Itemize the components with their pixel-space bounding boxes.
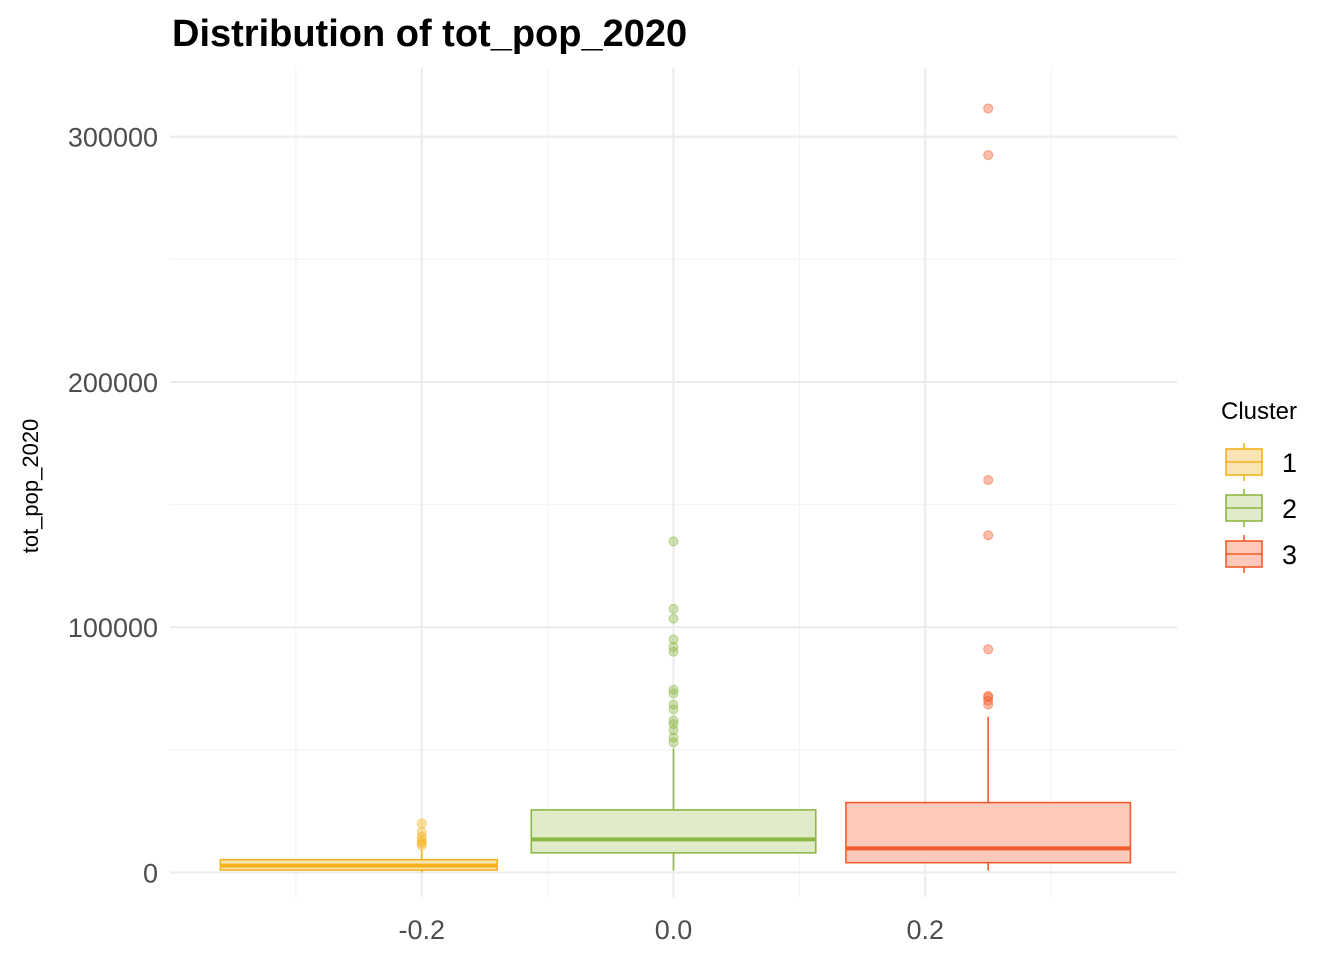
x-tick-label-2: 0.2 — [906, 915, 944, 945]
y-tick-label-3: 300000 — [68, 123, 158, 153]
outlier-point-cluster-2-1 — [668, 732, 679, 743]
outlier-point-cluster-2-8 — [668, 684, 679, 695]
legend-item-cluster-3: 3 — [1225, 535, 1297, 573]
axis-layer: -0.2 0.0 0.2 0 100000 200000 300000 — [68, 123, 944, 945]
y-tick-label-1: 100000 — [68, 613, 158, 643]
outlier-point-cluster-2-11 — [668, 634, 679, 645]
y-axis-title: tot_pop_2020 — [18, 419, 43, 554]
outlier-point-cluster-3-6 — [983, 475, 994, 486]
x-tick-label-1: 0.0 — [655, 915, 693, 945]
legend-label-2: 2 — [1282, 494, 1297, 524]
outlier-point-cluster-2-3 — [668, 719, 679, 730]
legend-title: Cluster — [1221, 398, 1297, 425]
outlier-point-cluster-2-6 — [668, 699, 679, 710]
outlier-point-cluster-2-4 — [668, 715, 679, 726]
chart-title: Distribution of tot_pop_2020 — [172, 13, 687, 55]
legend-items: 1 2 3 — [1225, 443, 1297, 573]
outlier-point-cluster-1-5 — [416, 818, 427, 829]
box-group-cluster-1 — [219, 818, 499, 873]
outlier-point-cluster-2-7 — [668, 688, 679, 699]
legend-label-3: 3 — [1282, 540, 1297, 570]
box-layer — [219, 103, 1132, 873]
outlier-point-cluster-2-14 — [668, 536, 679, 547]
y-tick-label-2: 200000 — [68, 368, 158, 398]
x-tick-label-0: -0.2 — [398, 915, 445, 945]
outlier-point-cluster-3-7 — [983, 150, 994, 161]
box-group-cluster-3 — [845, 103, 1132, 871]
box-cluster-2 — [530, 809, 817, 854]
box-cluster-3 — [845, 801, 1132, 864]
grid-layer — [170, 68, 1177, 897]
outlier-point-cluster-2-12 — [668, 613, 679, 624]
legend-item-cluster-1: 1 — [1225, 443, 1297, 481]
outlier-point-cluster-1-4 — [416, 827, 427, 838]
box-group-cluster-2 — [530, 536, 817, 871]
legend: Cluster 1 2 3 — [1221, 398, 1297, 573]
legend-label-1: 1 — [1282, 448, 1297, 478]
outlier-point-cluster-3-3 — [983, 690, 994, 701]
outlier-point-cluster-3-8 — [983, 103, 994, 114]
legend-item-cluster-2: 2 — [1225, 489, 1297, 527]
outlier-point-cluster-3-4 — [983, 644, 994, 655]
outlier-point-cluster-3-5 — [983, 530, 994, 541]
outlier-point-cluster-2-13 — [668, 603, 679, 614]
y-tick-label-0: 0 — [143, 858, 158, 888]
outlier-point-cluster-2-10 — [668, 641, 679, 652]
